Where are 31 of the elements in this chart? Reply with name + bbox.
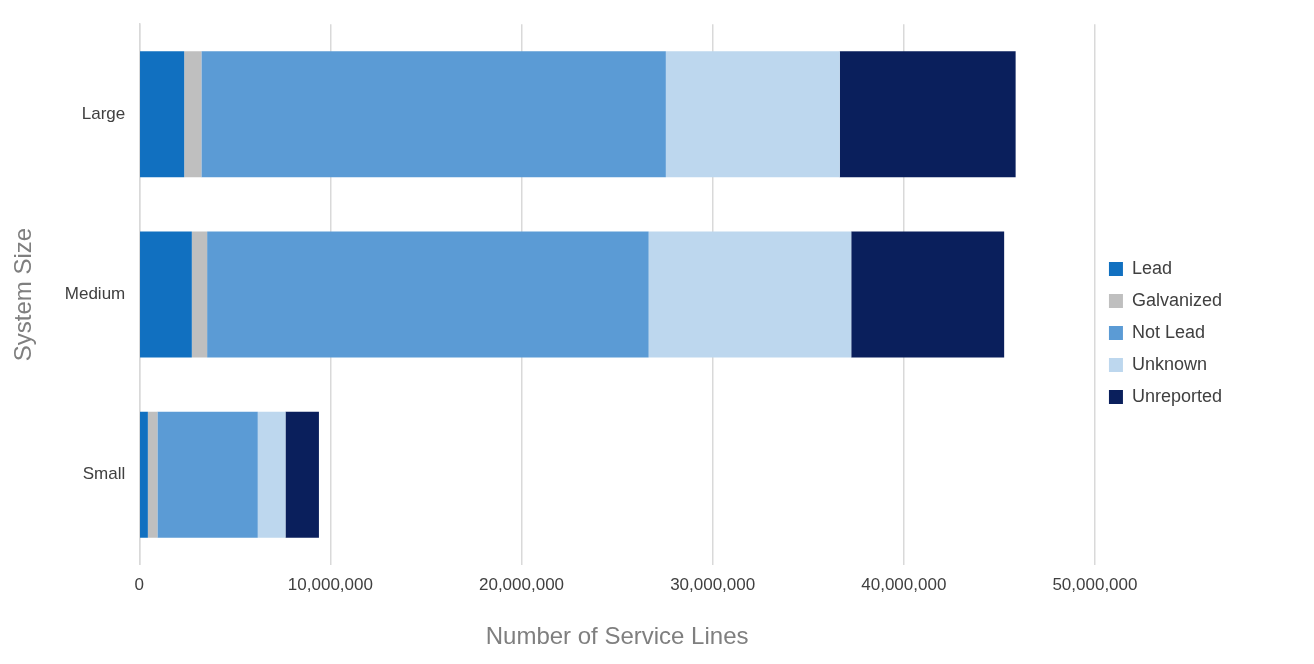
y-tick-label: Large — [81, 103, 126, 123]
legend-label: Not Lead — [1131, 321, 1206, 342]
legend-label: Unknown — [1131, 353, 1207, 374]
legend-label: Unreported — [1131, 385, 1223, 406]
bar — [191, 231, 208, 358]
bar — [140, 51, 185, 178]
bar — [851, 231, 1005, 358]
bar — [201, 51, 666, 178]
x-tick-label: 20,000,000 — [478, 574, 565, 594]
bar — [140, 231, 192, 358]
x-tick-label: 10,000,000 — [287, 574, 373, 594]
bar — [648, 231, 852, 358]
bar — [157, 411, 258, 538]
x-tick-label: 40,000,000 — [861, 574, 947, 594]
bar — [285, 411, 319, 538]
x-tick-label: 0 — [134, 574, 144, 594]
y-axis-title: System Size — [9, 227, 37, 362]
legend-label: Lead — [1131, 257, 1172, 278]
bar — [147, 411, 158, 538]
x-axis-title: Number of Service Lines — [485, 622, 749, 650]
bar — [140, 411, 148, 538]
bar — [207, 231, 649, 358]
bar — [257, 411, 286, 538]
x-tick-label: 30,000,000 — [670, 574, 756, 594]
y-tick-label: Medium — [64, 284, 126, 304]
bar — [184, 51, 202, 178]
y-tick-label: Small — [82, 464, 126, 484]
legend-label: Galvanized — [1131, 289, 1223, 310]
x-tick-label: 50,000,000 — [1052, 574, 1138, 594]
bar — [839, 51, 1016, 178]
bar — [665, 51, 840, 178]
